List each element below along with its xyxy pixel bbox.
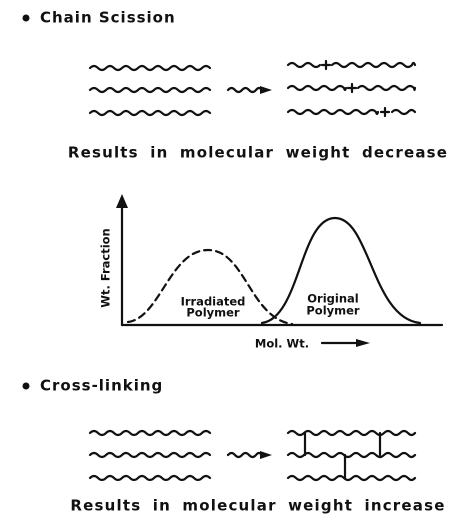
chain [330,61,417,69]
chains [88,59,417,482]
chain [286,108,380,116]
y-label: Wt. Fraction [99,228,113,307]
curve-label: Polymer [306,304,360,318]
curve-label: Irradiated [181,295,246,309]
caption: Results in molecular weight increase [70,497,445,515]
bullet [22,382,30,390]
chain [286,451,417,459]
chain [88,109,212,117]
chain [88,451,212,459]
x-label: Mol. Wt. [255,337,309,351]
chain [286,429,417,437]
chain [286,474,417,482]
chain [286,61,322,69]
chain [226,86,264,94]
chain [88,474,212,482]
caption: Results in molecular weight decrease [68,144,448,162]
curve-label: Polymer [186,306,240,320]
chain [390,108,417,116]
curve-label: Original [307,292,358,306]
section-title: Cross-linking [40,377,163,395]
chain [88,64,212,72]
plot: Wt. Fraction Irradiated Polymer Original… [99,194,444,351]
original-curve [260,216,422,325]
bullet [22,14,30,22]
chain [88,86,212,94]
arrow-head [260,86,272,94]
chain [356,84,417,92]
chain [88,429,212,437]
chain [226,451,264,459]
y-arrow [116,194,128,208]
chain [286,84,348,92]
arrow-head [260,451,272,459]
section-title: Chain Scission [40,9,176,27]
irradiated-curve [126,248,294,326]
x-arrow-head [356,339,370,347]
